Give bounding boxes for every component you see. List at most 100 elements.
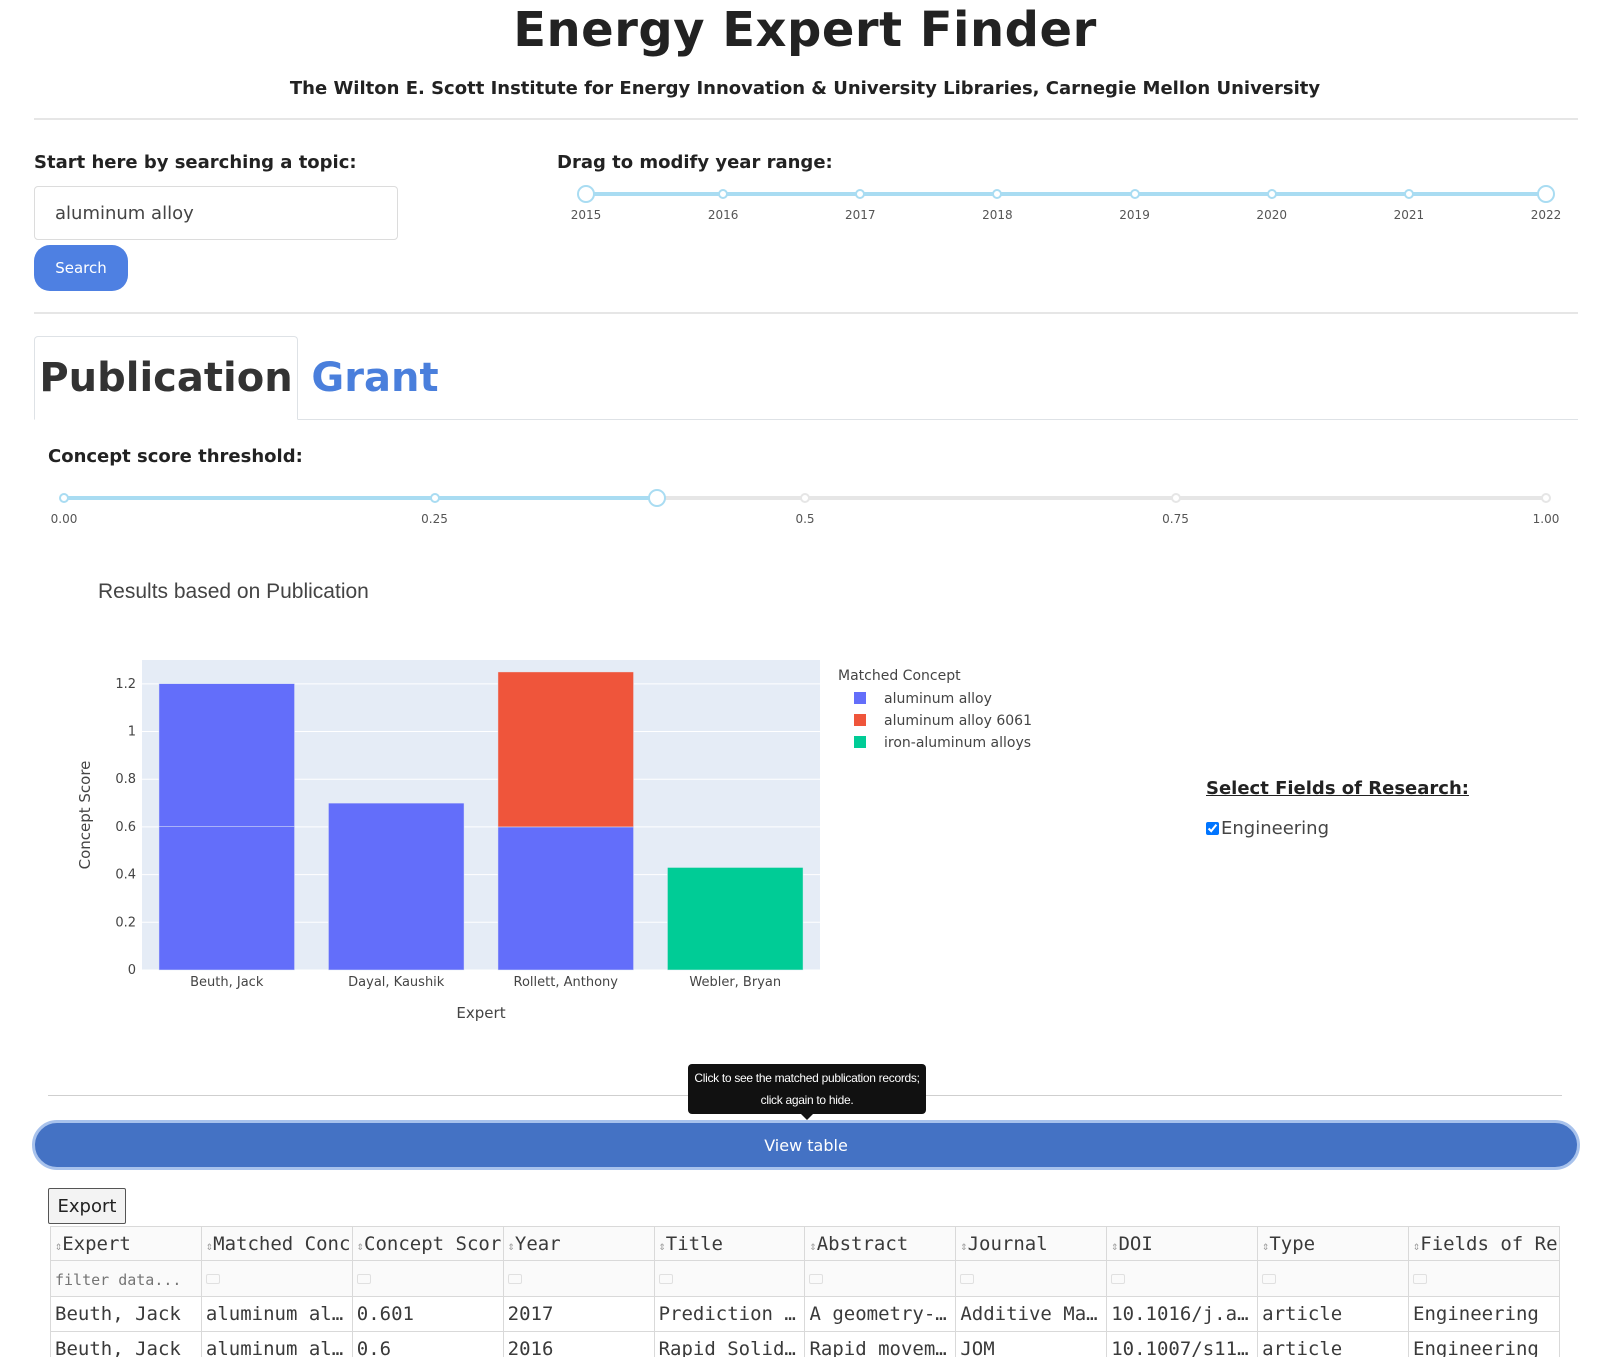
table-cell: 10.1007/s11…	[1106, 1331, 1259, 1357]
table-cell: Engineering	[1408, 1296, 1560, 1332]
sort-icon[interactable]: ⇕	[507, 1238, 515, 1253]
filter-cell	[200, 1260, 353, 1297]
tab-grant[interactable]: Grant	[311, 355, 439, 401]
table-cell: aluminum al…	[200, 1296, 353, 1332]
table-row[interactable]: Beuth, Jack aluminum al… 0.601 2017 Predicti…	[50, 1296, 1560, 1332]
legend-label: aluminum alloy 6061	[884, 713, 1032, 729]
table-cell: JOM	[955, 1331, 1108, 1357]
x-tick-label: Rollett, Anthony	[514, 975, 619, 990]
slider-tick-label: 0.25	[421, 512, 448, 526]
slider-tick-mark	[59, 493, 69, 503]
filter-cell	[1257, 1260, 1410, 1297]
year-range-label: Drag to modify year range:	[557, 152, 833, 173]
slider-tick-label: 2021	[1393, 208, 1425, 222]
filter-case-toggle[interactable]	[205, 1274, 220, 1284]
sort-icon[interactable]: ⇕	[1111, 1238, 1119, 1253]
search-button[interactable]: Search	[34, 245, 128, 291]
legend-label: iron-aluminum alloys	[884, 735, 1031, 751]
column-header[interactable]: ⇕Journal	[955, 1226, 1108, 1261]
search-input[interactable]	[34, 186, 398, 240]
y-axis-title: Concept Score	[76, 761, 94, 870]
x-axis-title: Expert	[456, 1004, 505, 1022]
sort-icon[interactable]: ⇕	[356, 1238, 365, 1253]
slider-tick-mark	[1266, 189, 1277, 199]
sort-icon[interactable]: ⇕	[658, 1238, 666, 1253]
concept-score-chart: 0 0.2 0.4 0.6 0.8 1 1.2 Beuth, Jack Dayal, Kaush…	[76, 660, 1032, 1022]
filter-cell	[804, 1260, 957, 1297]
slider-tick-label: 2019	[1119, 208, 1150, 222]
column-header[interactable]: ⇕Year	[502, 1226, 655, 1261]
filter-case-toggle[interactable]	[658, 1274, 673, 1284]
filter-row	[50, 1260, 1560, 1297]
column-header-label: Expert	[62, 1232, 131, 1255]
threshold-slider[interactable]: 0.00 0.25 0.5 0.75 1.00	[51, 489, 1559, 538]
slider-tick-label: 2022	[1530, 208, 1562, 222]
filter-cell	[653, 1260, 806, 1297]
sort-icon[interactable]: ⇕	[1262, 1238, 1270, 1253]
filter-case-toggle[interactable]	[356, 1274, 371, 1284]
slider-tick-mark	[718, 189, 729, 199]
bar-segment	[497, 671, 634, 828]
column-header[interactable]: ⇕DOI	[1106, 1226, 1259, 1261]
view-table-button[interactable]: View table	[32, 1120, 1580, 1170]
filter-input[interactable]	[55, 1270, 197, 1289]
table-cell: Prediction …	[653, 1296, 806, 1332]
filter-case-toggle[interactable]	[1262, 1274, 1277, 1284]
year-range-start-handle[interactable]	[577, 185, 595, 203]
column-header[interactable]: ⇕Type	[1257, 1226, 1410, 1261]
filter-case-toggle[interactable]	[507, 1274, 522, 1284]
engineering-checkbox[interactable]	[1206, 822, 1219, 835]
field-option-label: Engineering	[1221, 818, 1329, 839]
slider-tick-label: 0.5	[795, 512, 815, 526]
bar-segment	[328, 802, 465, 971]
export-button[interactable]: Export	[48, 1188, 126, 1224]
threshold-handle[interactable]	[647, 489, 666, 507]
column-header[interactable]: ⇕Abstract	[804, 1226, 957, 1261]
sort-icon[interactable]: ⇕	[55, 1238, 63, 1253]
year-range-end-handle[interactable]	[1537, 185, 1555, 203]
legend-swatch	[854, 714, 866, 726]
x-tick-label: Beuth, Jack	[190, 975, 264, 990]
y-tick-label: 1.2	[115, 677, 136, 692]
filter-cell	[351, 1260, 504, 1297]
table-cell: 2017	[502, 1296, 655, 1332]
legend-swatch	[854, 736, 866, 748]
filter-cell	[1106, 1260, 1259, 1297]
filter-case-toggle[interactable]	[960, 1274, 975, 1284]
slider-tick-mark	[800, 493, 810, 503]
field-option-engineering[interactable]: Engineering	[1206, 818, 1329, 839]
filter-case-toggle[interactable]	[1413, 1274, 1428, 1284]
search-divider	[34, 312, 1578, 314]
column-header[interactable]: ⇕Concept Scor	[351, 1226, 504, 1261]
column-header-label: Fields of Re	[1420, 1232, 1558, 1255]
tabs-baseline	[34, 419, 1578, 420]
column-header[interactable]: ⇕Expert	[50, 1226, 202, 1261]
y-tick-label: 0	[128, 963, 136, 978]
sort-icon[interactable]: ⇕	[809, 1238, 817, 1253]
filter-cell	[1408, 1260, 1560, 1297]
results-title: Results based on Publication	[98, 580, 369, 603]
y-tick-label: 0.2	[115, 915, 136, 930]
filter-case-toggle[interactable]	[809, 1274, 824, 1284]
y-tick-label: 1	[128, 725, 136, 740]
column-header[interactable]: ⇕Fields of Re	[1408, 1226, 1560, 1261]
table-cell: 0.601	[351, 1296, 504, 1332]
sort-icon[interactable]: ⇕	[1413, 1238, 1421, 1253]
tab-publication[interactable]: Publication	[34, 336, 298, 420]
slider-tick-mark	[1129, 189, 1140, 199]
year-range-slider[interactable]: 2015 2016 2017 2018 2019 2020 2021 2022	[571, 185, 1561, 234]
table-row[interactable]: Beuth, Jack aluminum al… 0.6 2016 Rapid Soli…	[50, 1331, 1560, 1357]
table-header-row: ⇕Expert ⇕Matched Conc ⇕Concept Scor ⇕Year ⇕T…	[50, 1226, 1560, 1261]
slider-tick-mark	[1541, 493, 1551, 503]
filter-case-toggle[interactable]	[1111, 1274, 1126, 1284]
column-header[interactable]: ⇕Title	[653, 1226, 806, 1261]
column-header-label: Matched Conc	[213, 1232, 351, 1255]
column-header[interactable]: ⇕Matched Conc	[200, 1226, 353, 1261]
column-header-label: Concept Scor	[364, 1232, 502, 1255]
bar-segment	[158, 826, 295, 971]
sort-icon[interactable]: ⇕	[960, 1238, 968, 1253]
page-subtitle: The Wilton E. Scott Institute for Energy…	[289, 78, 1321, 99]
sort-icon[interactable]: ⇕	[205, 1238, 214, 1253]
table-cell: aluminum al…	[200, 1331, 353, 1357]
tooltip-arrow	[801, 1114, 813, 1120]
